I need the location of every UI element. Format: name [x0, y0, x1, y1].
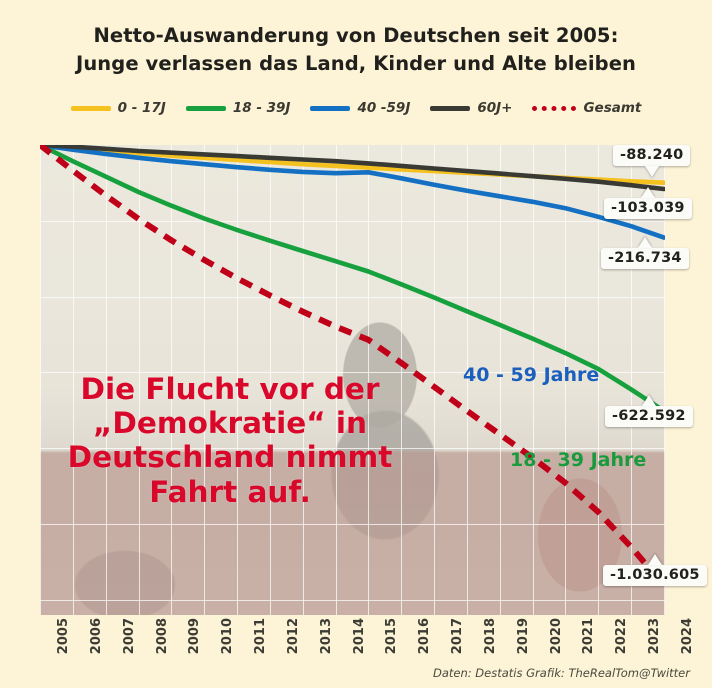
gridline-vertical: [401, 145, 402, 615]
gridline-horizontal: [40, 448, 665, 449]
x-axis-tick-label: 2014: [351, 618, 367, 655]
gridline-vertical: [631, 145, 632, 615]
headline-line-2: „Demokratie“ in: [93, 406, 367, 441]
x-axis-tick-label: 2019: [515, 618, 531, 655]
series-line-gesamt: [40, 145, 665, 588]
gridline-horizontal: [40, 524, 665, 525]
gridline-vertical: [598, 145, 599, 615]
series-label-40-59: 40 - 59 Jahre: [463, 364, 600, 386]
legend-label: 60J+: [477, 100, 513, 116]
legend-label: 18 - 39J: [232, 100, 291, 116]
callout-arrow-icon: [637, 237, 652, 248]
value-callout-label: -88.240: [613, 145, 691, 166]
x-axis-tick-label: 2005: [56, 618, 71, 655]
gridline-vertical: [500, 145, 501, 615]
gridline-vertical: [664, 145, 665, 615]
gridline-vertical: [106, 145, 107, 615]
title-line-1: Netto-Auswanderung von Deutschen seit 20…: [93, 24, 619, 47]
callout-arrow-icon: [644, 166, 659, 177]
gridline-vertical: [237, 145, 238, 615]
value-callout-label: -216.734: [601, 248, 689, 269]
x-axis-tick-label: 2008: [154, 618, 170, 655]
x-axis-tick-label: 2017: [450, 618, 466, 655]
legend-label: Gesamt: [583, 100, 642, 116]
legend-swatch-icon: [70, 105, 111, 111]
source-credit: Daten: Destatis Grafik: TheRealTom@Twitt…: [433, 666, 690, 680]
headline-line-3: Deutschland nimmt: [67, 440, 393, 475]
legend-item-0: 0 - 17J: [70, 100, 166, 116]
x-axis: 2005 2006 2007 2008 2009 2010 2011 2012 2013 2014…: [40, 618, 695, 664]
gridline-vertical: [368, 145, 369, 615]
title-line-2: Junge verlassen das Land, Kinder und Alt…: [75, 51, 637, 75]
gridline-vertical: [40, 145, 41, 615]
callout-arrow-icon: [640, 187, 655, 198]
legend-swatch-icon: [185, 105, 226, 111]
series-label-18-39: 18 - 39 Jahre: [510, 449, 647, 471]
value-callout-label: -103.039: [604, 198, 692, 219]
value-callout: -103.039: [604, 187, 692, 219]
x-axis-tick-label: 2010: [220, 618, 236, 655]
legend-label: 0 - 17J: [117, 100, 166, 116]
callout-arrow-icon: [641, 395, 656, 406]
x-axis-tick-label: 2007: [121, 618, 137, 655]
series-line-18-39j: [40, 145, 665, 414]
value-callout: -216.734: [601, 237, 689, 269]
x-axis-tick-label: 2012: [285, 618, 301, 655]
x-axis-tick-label: 2020: [548, 618, 564, 655]
x-axis-tick-label: 2009: [187, 618, 203, 655]
gridline-vertical: [533, 145, 534, 615]
value-callout: -622.592: [605, 395, 693, 427]
value-callout-label: -1.030.605: [603, 565, 707, 586]
gridline-horizontal: [40, 600, 665, 601]
series-line-60j-: [40, 145, 665, 192]
x-axis-tick-label: 2022: [614, 618, 630, 655]
gridline-horizontal: [40, 221, 665, 222]
page-title: Netto-Auswanderung von Deutschen seit 20…: [0, 22, 712, 77]
chart-plot-area: 40 - 59 Jahre 18 - 39 Jahre gesamt: [40, 145, 665, 615]
value-callout: -1.030.605: [603, 554, 707, 586]
legend-item-2: 40 -59J: [310, 100, 410, 116]
value-callout-label: -622.592: [605, 406, 693, 427]
headline-line-4: Fahrt auf.: [149, 474, 311, 509]
x-axis-tick-label: 2015: [384, 618, 400, 655]
x-axis-tick-label: 2016: [417, 618, 433, 655]
gridline-vertical: [73, 145, 74, 615]
x-axis-tick-label: 2024: [680, 618, 695, 655]
gridline-horizontal: [40, 372, 665, 373]
legend-swatch-icon: [430, 105, 471, 111]
legend-item-3: 60J+: [430, 100, 512, 116]
gridline-vertical: [303, 145, 304, 615]
legend-item-1: 18 - 39J: [185, 100, 291, 116]
gridline-vertical: [204, 145, 205, 615]
photo-overlay-veil: [40, 145, 665, 615]
gridline-horizontal: [40, 297, 665, 298]
gridline-vertical: [434, 145, 435, 615]
legend-swatch-icon: [532, 105, 577, 111]
x-axis-tick-label: 2011: [253, 618, 269, 655]
gridline-vertical: [467, 145, 468, 615]
gridline-vertical: [270, 145, 271, 615]
background-photo: [40, 145, 665, 615]
x-axis-tick-label: 2021: [581, 618, 597, 655]
headline-overlay: Die Flucht vor der „Demokratie“ in Deuts…: [30, 372, 430, 509]
gridline-vertical: [565, 145, 566, 615]
legend-item-4: Gesamt: [532, 100, 641, 116]
chart-legend: 0 - 17J 18 - 39J 40 -59J 60J+ Gesamt: [0, 100, 712, 116]
gridline-vertical: [139, 145, 140, 615]
x-axis-tick-label: 2013: [318, 618, 334, 655]
legend-label: 40 -59J: [357, 100, 411, 116]
x-axis-tick-label: 2018: [482, 618, 498, 655]
x-axis-tick-label: 2023: [647, 618, 663, 655]
headline-line-1: Die Flucht vor der: [80, 372, 380, 406]
value-callout: -88.240: [613, 145, 691, 177]
chart-series-layer: [40, 145, 665, 588]
gridline-vertical: [336, 145, 337, 615]
x-axis-tick-label: 2006: [88, 618, 104, 655]
gridline-vertical: [171, 145, 172, 615]
series-line-40-59j: [40, 145, 665, 240]
callout-arrow-icon: [647, 554, 662, 565]
legend-swatch-icon: [310, 105, 351, 111]
chart-gridlines: [40, 145, 665, 615]
